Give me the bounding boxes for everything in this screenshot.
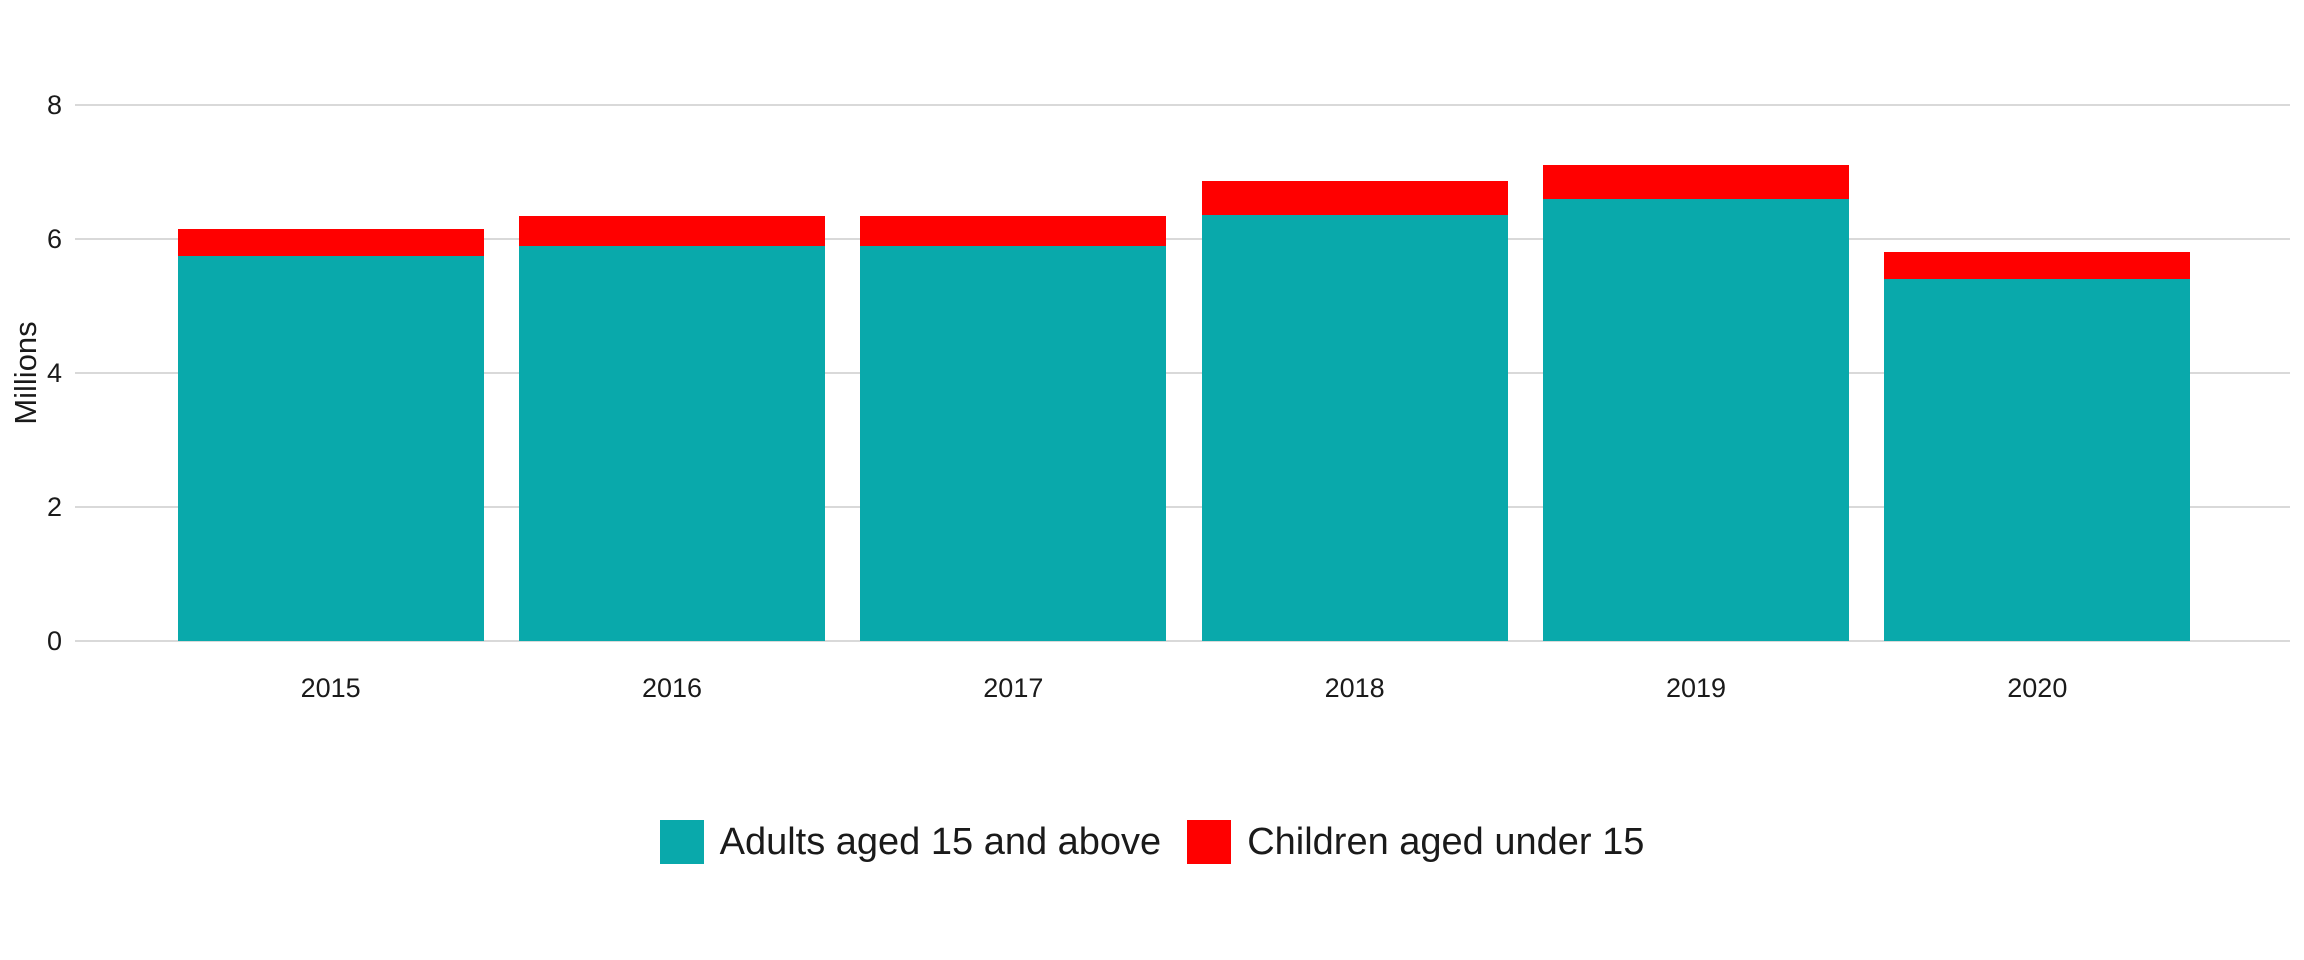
x-axis-label: 2018: [1324, 673, 1385, 703]
bar-slot: [1184, 105, 1525, 641]
y-axis-tick-label: 6: [46, 224, 62, 254]
bar-slot: [1867, 105, 2208, 641]
bar-slot: [1525, 105, 1866, 641]
bar-segment[interactable]: [177, 256, 484, 641]
bar-segment[interactable]: [1542, 199, 1849, 641]
bar-segment[interactable]: [860, 216, 1167, 246]
legend-item-children[interactable]: Children aged under 15: [1187, 820, 1644, 864]
stacked-bar-2015[interactable]: [177, 229, 484, 641]
stacked-bar-2018[interactable]: [1201, 181, 1508, 641]
gridline: [75, 238, 2290, 240]
stacked-bar-2017[interactable]: [860, 216, 1167, 641]
plot-area: [160, 105, 2208, 641]
y-axis-tick-label: 0: [46, 626, 62, 656]
legend-item-adults[interactable]: Adults aged 15 and above: [659, 820, 1162, 864]
bar-segment[interactable]: [1201, 181, 1508, 215]
x-axis-label: 2017: [983, 673, 1044, 703]
bar-segment[interactable]: [1884, 279, 2191, 641]
gridline: [75, 104, 2290, 106]
x-axis-label: 2016: [641, 673, 703, 703]
bar-segment[interactable]: [1542, 165, 1849, 199]
legend: Adults aged 15 and above Children aged u…: [0, 820, 2304, 864]
bar-slot: [843, 105, 1184, 641]
x-axis-label: 2020: [2007, 673, 2068, 703]
legend-label-adults: Adults aged 15 and above: [719, 820, 1162, 863]
bar-segment[interactable]: [1884, 252, 2191, 279]
legend-swatch-adults-icon: [659, 820, 704, 864]
legend-label-children: Children aged under 15: [1247, 820, 1645, 863]
x-axis: 2015 2016 2017 2018 2019 2020: [160, 673, 2208, 704]
y-axis-tick-label: 8: [46, 90, 62, 120]
y-axis-tick-label: 2: [46, 492, 62, 522]
stacked-bar-2019[interactable]: [1542, 165, 1849, 641]
y-axis-tick-label: 4: [46, 358, 62, 388]
bar-segment[interactable]: [518, 246, 825, 641]
bar-segment[interactable]: [177, 229, 484, 256]
bar-slot: [501, 105, 842, 641]
bar-segment[interactable]: [518, 216, 825, 246]
stacked-bar-2020[interactable]: [1884, 252, 2191, 641]
gridline: [75, 372, 2290, 374]
bar-slot: [160, 105, 501, 641]
bar-segment[interactable]: [1201, 215, 1508, 641]
gridline: [75, 506, 2290, 508]
legend-swatch-children-icon: [1187, 820, 1232, 864]
x-axis-label: 2015: [300, 673, 361, 703]
gridline: [75, 640, 2290, 642]
x-axis-label: 2019: [1665, 673, 1727, 703]
stacked-bar-2016[interactable]: [518, 216, 825, 641]
bar-segment[interactable]: [860, 246, 1167, 641]
